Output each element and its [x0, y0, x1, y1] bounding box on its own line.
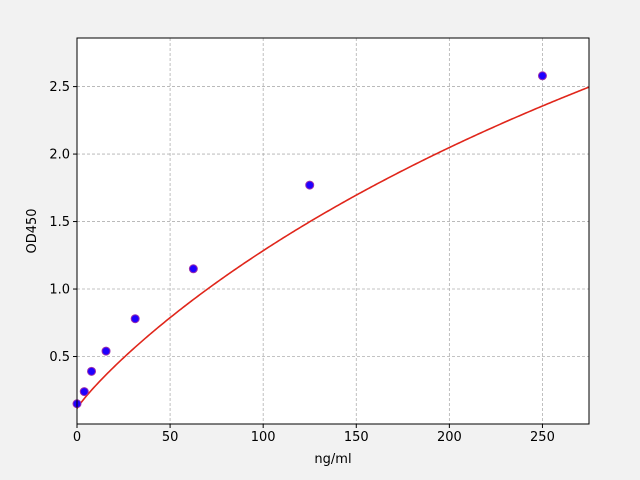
x-tick-label: 200 — [437, 430, 462, 445]
x-tick-label: 100 — [251, 430, 276, 445]
y-axis-ticks: 0.5 1.0 1.5 2.0 2.5 — [49, 80, 77, 365]
y-tick-label: 1.0 — [49, 283, 70, 298]
data-point — [305, 180, 315, 190]
y-tick-label: 2.5 — [49, 80, 70, 95]
data-point — [87, 366, 97, 376]
axes-frame — [76, 37, 590, 425]
data-points-layer — [72, 71, 547, 409]
x-tick-label: 50 — [162, 430, 179, 445]
x-tick-label: 0 — [73, 430, 81, 445]
x-axis-label: ng/ml — [314, 452, 351, 467]
y-tick-label: 0.5 — [49, 350, 70, 365]
plot-area — [77, 38, 589, 424]
fit-curve-layer — [76, 86, 590, 409]
data-point — [188, 264, 198, 274]
data-point — [79, 387, 89, 397]
y-tick-label: 2.0 — [49, 148, 70, 163]
data-point — [130, 314, 140, 324]
data-point — [537, 71, 547, 81]
fit-curve — [76, 86, 590, 409]
x-tick-label: 150 — [344, 430, 369, 445]
x-tick-label: 250 — [530, 430, 555, 445]
y-tick-label: 1.5 — [49, 215, 70, 230]
y-axis-label: OD450 — [25, 208, 40, 253]
data-point — [101, 346, 111, 356]
x-axis-ticks: 0 50 100 150 200 250 — [73, 424, 555, 445]
